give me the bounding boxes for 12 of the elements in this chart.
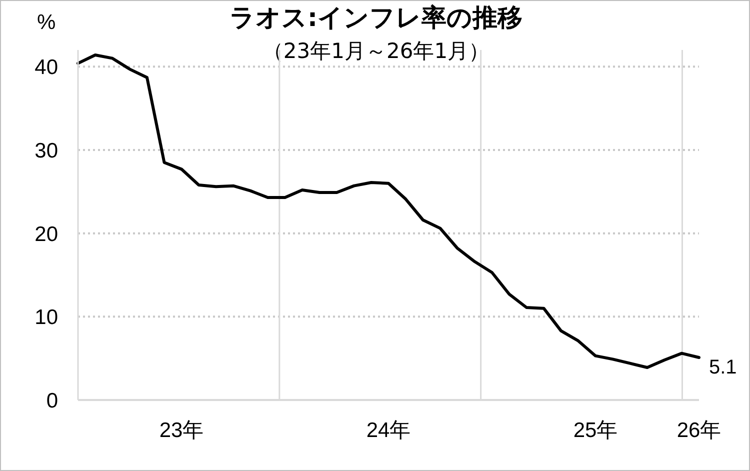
y-tick-label: 10 [34,306,58,330]
y-tick-label: 0 [46,389,58,412]
data-label: 5.1 [709,356,737,378]
chart-title: ラオス:インフレ率の推移 [230,3,522,32]
x-tick-label: 26年 [676,418,722,442]
y-tick-label: 40 [34,56,58,80]
y-tick-label: 30 [34,139,58,162]
x-tick-label: 23年 [159,418,204,442]
y-tick-label: 20 [34,222,58,246]
x-tick-label: 24年 [366,418,411,442]
x-tick-label: 25年 [573,418,618,442]
y-axis-title: % [37,11,56,35]
